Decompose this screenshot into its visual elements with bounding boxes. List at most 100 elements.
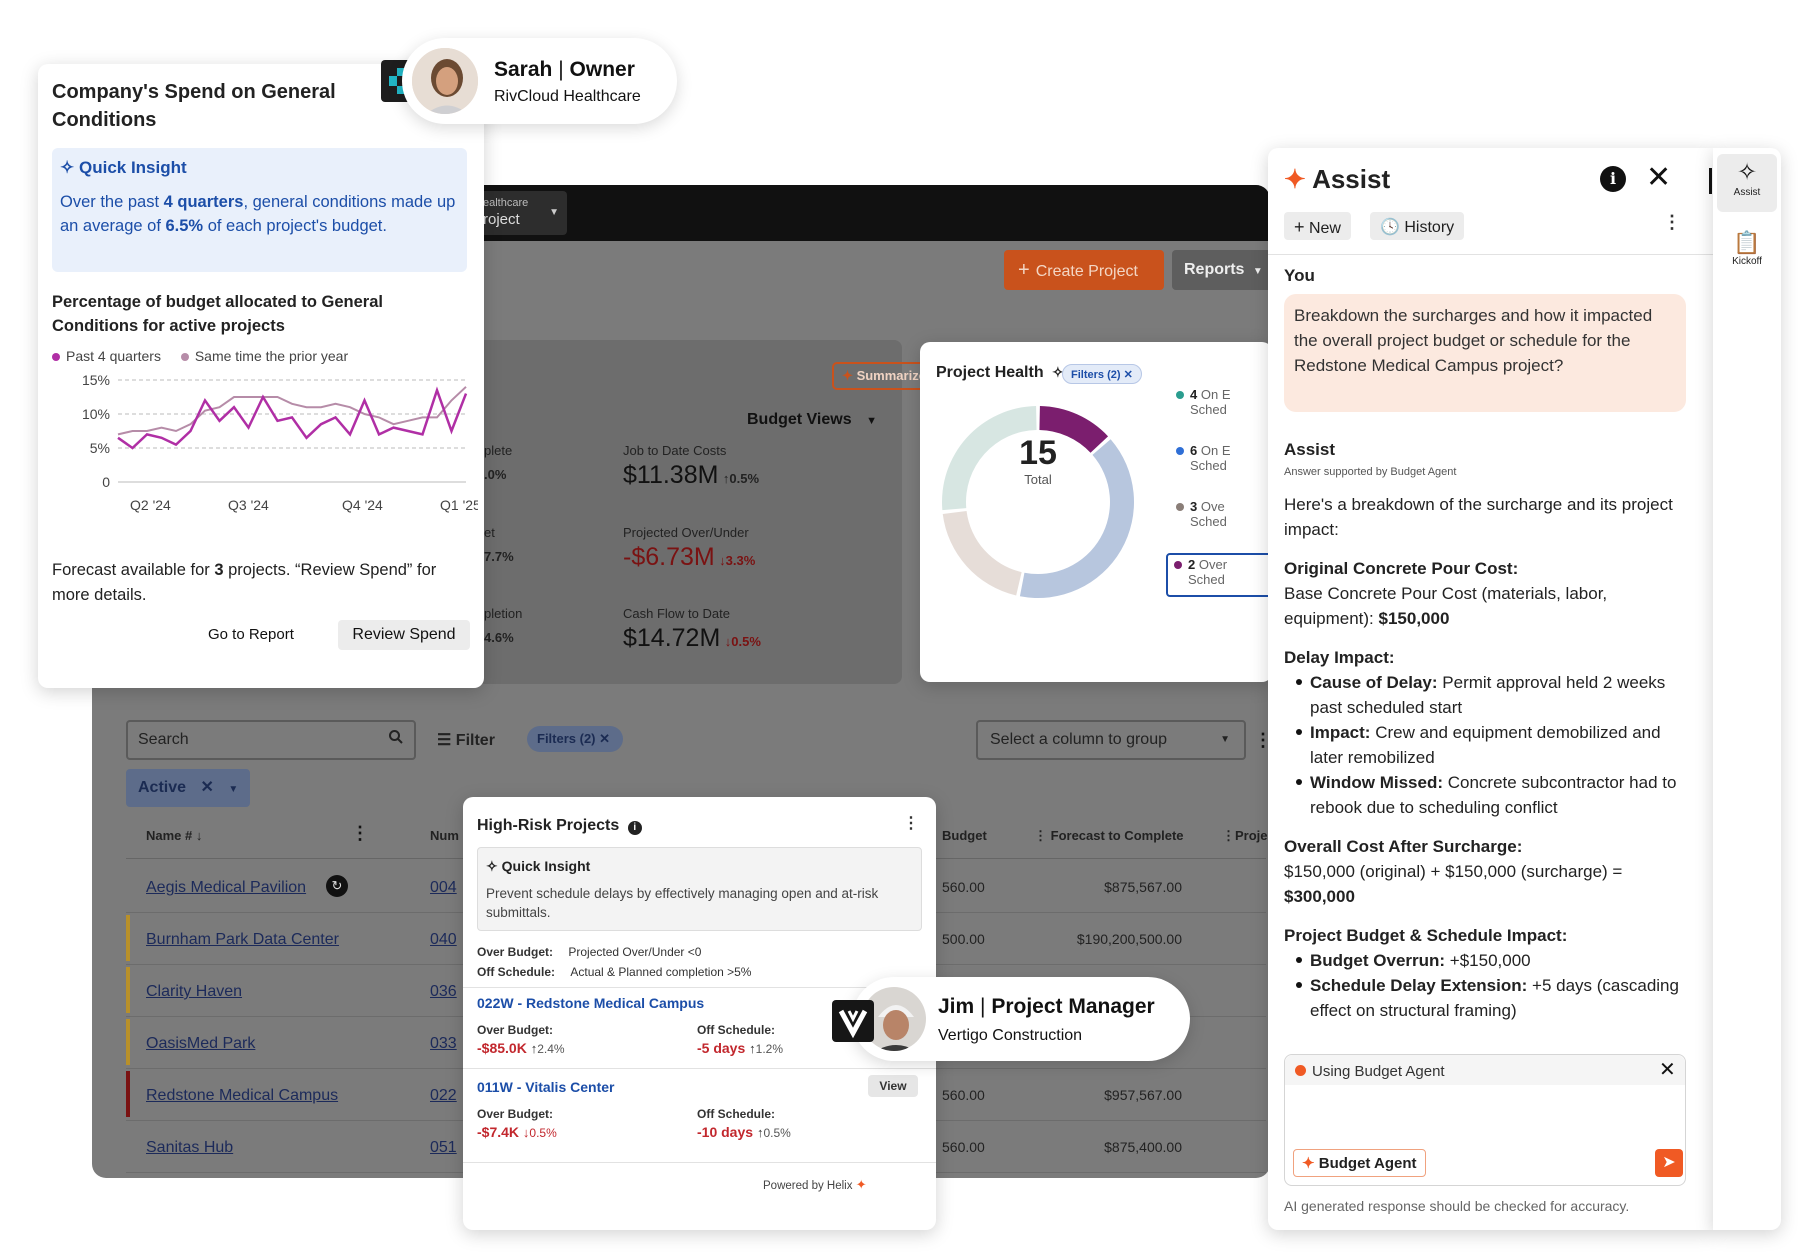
donut-segment[interactable] bbox=[942, 510, 1022, 596]
donut-segment[interactable] bbox=[1039, 406, 1109, 453]
assist-response-label: Assist bbox=[1284, 440, 1336, 459]
legend-sub: Sched bbox=[1188, 572, 1225, 587]
create-project-button[interactable]: + Create Project bbox=[1004, 250, 1164, 290]
reports-label: Reports bbox=[1184, 261, 1245, 278]
filters-pill[interactable]: Filters (2) ✕ bbox=[527, 726, 623, 752]
list-item-label: Impact: bbox=[1310, 723, 1371, 742]
more-options-icon[interactable]: ⋮ bbox=[903, 815, 919, 832]
high-risk-projects-card: High-Risk Projects i ⋮ ✧ Quick Insight P… bbox=[463, 797, 936, 1230]
health-legend-item[interactable]: 2 Over Sched bbox=[1166, 553, 1276, 597]
risk-quick-insight-text: Prevent schedule delays by effectively m… bbox=[486, 886, 879, 920]
answer-source: Answer supported by Budget Agent bbox=[1284, 466, 1457, 478]
forecast-count: 3 bbox=[214, 561, 224, 579]
donut-segment[interactable] bbox=[1019, 439, 1134, 598]
insight-highlight: 6.5% bbox=[165, 217, 204, 235]
arrow-up-icon: ↑ bbox=[530, 1041, 538, 1056]
project-name-link[interactable]: Sanitas Hub bbox=[146, 1139, 234, 1156]
health-legend-item[interactable]: 4 On E Sched bbox=[1170, 387, 1280, 431]
group-column-select[interactable]: Select a column to group ▼ bbox=[976, 720, 1246, 760]
column-header-forecast[interactable]: ⋮ Forecast to Complete bbox=[1034, 828, 1184, 843]
info-icon[interactable]: i bbox=[1600, 166, 1626, 192]
risk-item-off-schedule-change: 1.2% bbox=[755, 1042, 783, 1056]
projected-over-under-metric: -$6.73M ↓3.3% bbox=[623, 543, 755, 572]
close-icon[interactable]: ✕ bbox=[599, 731, 611, 746]
go-to-report-button[interactable]: Go to Report bbox=[208, 626, 294, 643]
chat-input-box[interactable]: Using Budget Agent ✕ ✦ Budget Agent ➤ bbox=[1284, 1054, 1686, 1186]
off-schedule-rule: Off Schedule: Actual & Planned completio… bbox=[477, 965, 751, 979]
status-dot bbox=[1295, 1065, 1306, 1076]
history-button[interactable]: 🕓 History bbox=[1370, 212, 1465, 240]
more-options-icon[interactable]: ⋮ bbox=[1663, 212, 1681, 232]
column-header-name[interactable]: Name # ↓ bbox=[146, 828, 202, 843]
row-status-bar bbox=[126, 1019, 130, 1065]
project-name-link[interactable]: Clarity Haven bbox=[146, 983, 243, 1000]
search-input[interactable]: Search bbox=[126, 720, 416, 760]
x-tick-label: Q3 '24 bbox=[228, 497, 269, 513]
project-name-link[interactable]: Burnham Park Data Center bbox=[146, 931, 339, 948]
project-number-link[interactable]: 036 bbox=[430, 983, 457, 1000]
column-header-budget[interactable]: Budget bbox=[942, 828, 987, 843]
user-message: Breakdown the surcharges and how it impa… bbox=[1284, 294, 1686, 412]
project-number-link[interactable]: 033 bbox=[430, 1035, 457, 1052]
list-item-text: Concrete subcontractor had to rebook due… bbox=[1310, 773, 1677, 817]
rail-kickoff-button[interactable]: 📋 Kickoff bbox=[1717, 226, 1777, 284]
column-header-project[interactable]: ⋮Projec bbox=[1222, 828, 1270, 844]
close-icon[interactable]: ✕ bbox=[200, 779, 214, 796]
more-options-icon[interactable]: ⋮ bbox=[351, 823, 369, 843]
vertigo-logo bbox=[832, 1000, 874, 1042]
risk-item-link[interactable]: 011W - Vitalis Center bbox=[477, 1079, 615, 1095]
active-indicator bbox=[1709, 168, 1712, 194]
health-legend-item[interactable]: 6 On E Sched bbox=[1170, 443, 1280, 487]
close-icon[interactable]: ✕ bbox=[1646, 161, 1672, 194]
budget-views-select[interactable]: Budget Views ▼ bbox=[747, 411, 877, 429]
x-tick-label: Q2 '24 bbox=[130, 497, 171, 513]
risk-quick-insight-title: Quick Insight bbox=[501, 858, 591, 874]
more-options-icon[interactable]: ⋮ bbox=[1254, 730, 1270, 750]
you-label: You bbox=[1284, 266, 1315, 285]
project-number-link[interactable]: 051 bbox=[430, 1139, 457, 1156]
legend-label: On E bbox=[1200, 387, 1231, 402]
project-name-link[interactable]: Redstone Medical Campus bbox=[146, 1087, 339, 1104]
view-button[interactable]: View bbox=[868, 1075, 918, 1097]
list-item-text: +5 days (cascading effect on structural … bbox=[1310, 976, 1679, 1020]
rail-assist-button[interactable]: ✧ Assist bbox=[1717, 154, 1777, 212]
search-placeholder: Search bbox=[138, 731, 189, 748]
project-number-link[interactable]: 004 bbox=[430, 879, 457, 896]
legend-swatch bbox=[1174, 561, 1182, 569]
response-heading: Overall Cost After Surcharge: bbox=[1284, 837, 1523, 856]
rule-label: Off Schedule: bbox=[477, 965, 556, 979]
info-icon[interactable]: i bbox=[627, 821, 642, 835]
response-heading: Delay Impact: bbox=[1284, 648, 1395, 667]
project-number-link[interactable]: 022 bbox=[430, 1087, 457, 1104]
project-number-link[interactable]: 040 bbox=[430, 931, 457, 948]
project-selector[interactable]: ealthcare roject ▼ bbox=[477, 191, 567, 235]
list-item-text: Permit approval held 2 weeks past schedu… bbox=[1310, 673, 1666, 717]
refresh-icon[interactable]: ↻ bbox=[326, 875, 348, 897]
active-filter-pill[interactable]: Active ✕ ▼ bbox=[126, 769, 250, 807]
close-icon[interactable]: ✕ bbox=[1123, 369, 1133, 381]
health-filters-pill[interactable]: Filters (2) ✕ bbox=[1062, 364, 1142, 384]
divider bbox=[463, 1068, 936, 1069]
chevron-down-icon: ▼ bbox=[866, 415, 877, 427]
project-name-link[interactable]: OasisMed Park bbox=[146, 1035, 256, 1052]
forecast-text: Forecast available for 3 projects. “Revi… bbox=[52, 558, 452, 608]
insight-highlight: 4 quarters bbox=[163, 193, 244, 211]
send-icon[interactable]: ➤ bbox=[1655, 1149, 1683, 1177]
close-icon[interactable]: ✕ bbox=[1659, 1059, 1676, 1081]
donut-total-value: 15 bbox=[1019, 434, 1057, 472]
over-budget-rule: Over Budget: Projected Over/Under <0 bbox=[477, 945, 701, 959]
risk-item-link[interactable]: 022W - Redstone Medical Campus bbox=[477, 995, 705, 1011]
filter-label: Filter bbox=[455, 732, 495, 749]
projected-over-under-value: -$6.73M bbox=[623, 543, 715, 571]
reports-button[interactable]: Reports ▼ bbox=[1172, 250, 1270, 290]
health-legend-item[interactable]: 3 Ove Sched bbox=[1170, 499, 1280, 543]
list-item: Window Missed: Concrete subcontractor ha… bbox=[1284, 770, 1694, 820]
budget-agent-label: Budget Agent bbox=[1318, 1155, 1417, 1172]
new-chat-button[interactable]: + New bbox=[1284, 212, 1351, 240]
budget-agent-chip[interactable]: ✦ Budget Agent bbox=[1293, 1149, 1426, 1177]
filter-button[interactable]: ☰ Filter bbox=[437, 730, 495, 750]
column-header-num[interactable]: Num bbox=[430, 828, 459, 843]
review-spend-button[interactable]: Review Spend bbox=[338, 620, 470, 650]
donut-segment[interactable] bbox=[942, 406, 1037, 511]
project-name-link[interactable]: Aegis Medical Pavilion bbox=[146, 879, 307, 896]
